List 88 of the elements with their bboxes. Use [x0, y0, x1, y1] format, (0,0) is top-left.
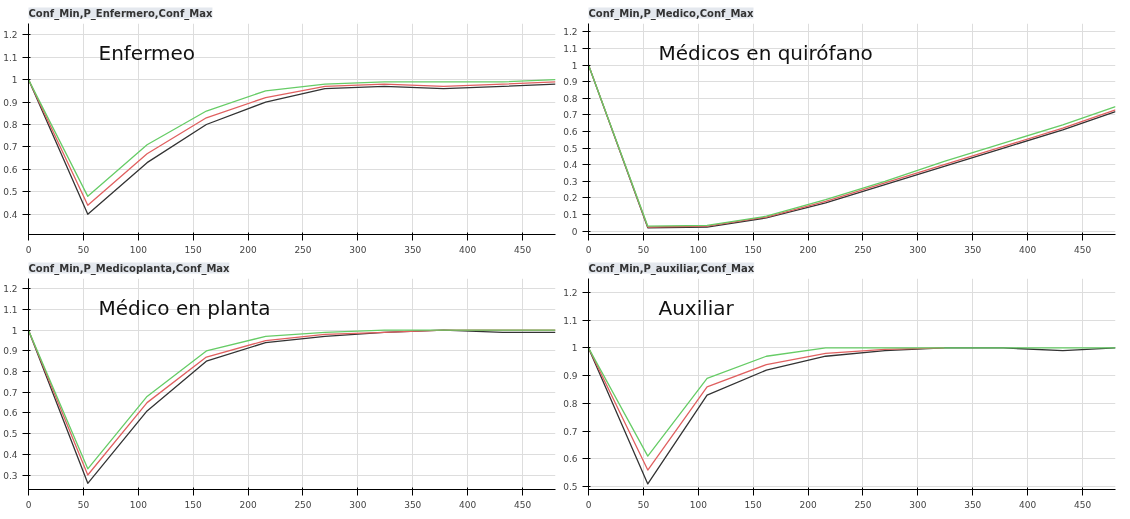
- y-tick-label: 0.5: [3, 429, 18, 440]
- x-tick-label: 150: [744, 499, 763, 510]
- y-tick-label: 1.1: [563, 315, 578, 326]
- x-tick-label: 50: [77, 244, 90, 255]
- y-tick-label: 0.9: [563, 77, 578, 88]
- y-tick-label: 0: [571, 226, 578, 237]
- y-tick-label: 0.8: [563, 93, 578, 104]
- x-tick-label: 150: [184, 499, 203, 510]
- y-tick-label: 0.7: [3, 387, 18, 398]
- x-tick-label: 450: [513, 244, 532, 255]
- x-tick-label: 200: [799, 499, 817, 510]
- x-tick-label: 150: [184, 244, 203, 255]
- y-tick-label: 0.8: [563, 398, 578, 409]
- x-tick-label: 200: [239, 244, 257, 255]
- x-tick-label: 400: [459, 499, 477, 510]
- x-tick-label: 0: [585, 499, 592, 510]
- x-tick-label: 450: [513, 499, 532, 510]
- y-tick-label: 0.9: [3, 97, 18, 108]
- y-tick-label: 1: [571, 60, 578, 71]
- y-tick-label: 1.1: [3, 52, 18, 63]
- x-tick-label: 100: [129, 499, 148, 510]
- x-tick-label: 150: [744, 244, 763, 255]
- y-tick-label: 0.3: [3, 470, 18, 481]
- y-tick-label: 0.9: [563, 371, 578, 382]
- chart-title: Conf_Min,P_Medico,Conf_Max: [588, 7, 755, 20]
- y-tick-label: 1.2: [563, 287, 578, 298]
- y-tick-label: 1.1: [3, 305, 18, 316]
- x-tick-label: 50: [637, 244, 650, 255]
- x-tick-label: 400: [1019, 499, 1037, 510]
- y-tick-label: 1.2: [3, 30, 18, 41]
- y-tick-label: 0.3: [563, 176, 578, 187]
- x-tick-label: 50: [637, 499, 650, 510]
- y-tick-label: 1.2: [563, 27, 578, 38]
- x-tick-label: 100: [689, 499, 708, 510]
- y-tick-label: 0.8: [3, 120, 18, 131]
- y-tick-label: 1: [11, 325, 18, 336]
- x-tick-label: 300: [909, 244, 927, 255]
- x-tick-label: 50: [77, 499, 90, 510]
- x-tick-label: 250: [294, 499, 312, 510]
- y-tick-label: 0.8: [3, 367, 18, 378]
- y-tick-label: 0.2: [563, 193, 578, 204]
- y-tick-label: 0.6: [3, 164, 18, 175]
- x-tick-label: 350: [964, 244, 982, 255]
- chart-title: Conf_Min,P_Medicoplanta,Conf_Max: [28, 262, 231, 275]
- y-tick-label: 0.7: [563, 426, 578, 437]
- annotation: Médicos en quirófano: [658, 40, 873, 65]
- y-tick-label: 0.5: [563, 143, 578, 154]
- x-tick-label: 200: [799, 244, 817, 255]
- y-tick-label: 0.4: [563, 160, 578, 171]
- x-tick-label: 300: [349, 499, 367, 510]
- x-tick-label: 400: [1019, 244, 1037, 255]
- x-tick-label: 250: [294, 244, 312, 255]
- x-tick-label: 250: [854, 244, 872, 255]
- x-tick-label: 300: [349, 244, 367, 255]
- x-tick-label: 0: [25, 244, 32, 255]
- x-tick-label: 450: [1073, 244, 1092, 255]
- x-tick-label: 400: [459, 244, 477, 255]
- x-tick-label: 200: [239, 499, 257, 510]
- x-tick-label: 100: [689, 244, 708, 255]
- y-tick-label: 0.5: [563, 482, 578, 493]
- y-tick-label: 0.4: [3, 209, 18, 220]
- y-tick-label: 0.7: [563, 110, 578, 121]
- x-tick-label: 350: [964, 499, 982, 510]
- x-tick-label: 0: [585, 244, 592, 255]
- annotation: Médico en planta: [98, 295, 271, 320]
- y-tick-label: 0.6: [3, 408, 18, 419]
- y-tick-label: 0.9: [3, 346, 18, 357]
- chart-title: Conf_Min,P_auxiliar,Conf_Max: [588, 262, 755, 275]
- annotation: Enfermeo: [98, 40, 196, 65]
- x-tick-label: 250: [854, 499, 872, 510]
- y-tick-label: 1.2: [3, 284, 18, 295]
- y-tick-label: 0.5: [3, 187, 18, 198]
- y-tick-label: 1.1: [563, 43, 578, 54]
- y-tick-label: 1: [571, 343, 578, 354]
- y-tick-label: 0.6: [563, 454, 578, 465]
- x-tick-label: 300: [909, 499, 927, 510]
- y-tick-label: 0.7: [3, 142, 18, 153]
- x-tick-label: 350: [404, 244, 422, 255]
- annotation: Auxiliar: [658, 295, 735, 320]
- chart-title: Conf_Min,P_Enfermero,Conf_Max: [28, 7, 213, 20]
- y-tick-label: 0.4: [3, 449, 18, 460]
- y-tick-label: 1: [11, 75, 18, 86]
- y-tick-label: 0.1: [563, 210, 578, 221]
- x-tick-label: 350: [404, 499, 422, 510]
- x-tick-label: 100: [129, 244, 148, 255]
- x-tick-label: 0: [25, 499, 32, 510]
- y-tick-label: 0.6: [563, 126, 578, 137]
- x-tick-label: 450: [1073, 499, 1092, 510]
